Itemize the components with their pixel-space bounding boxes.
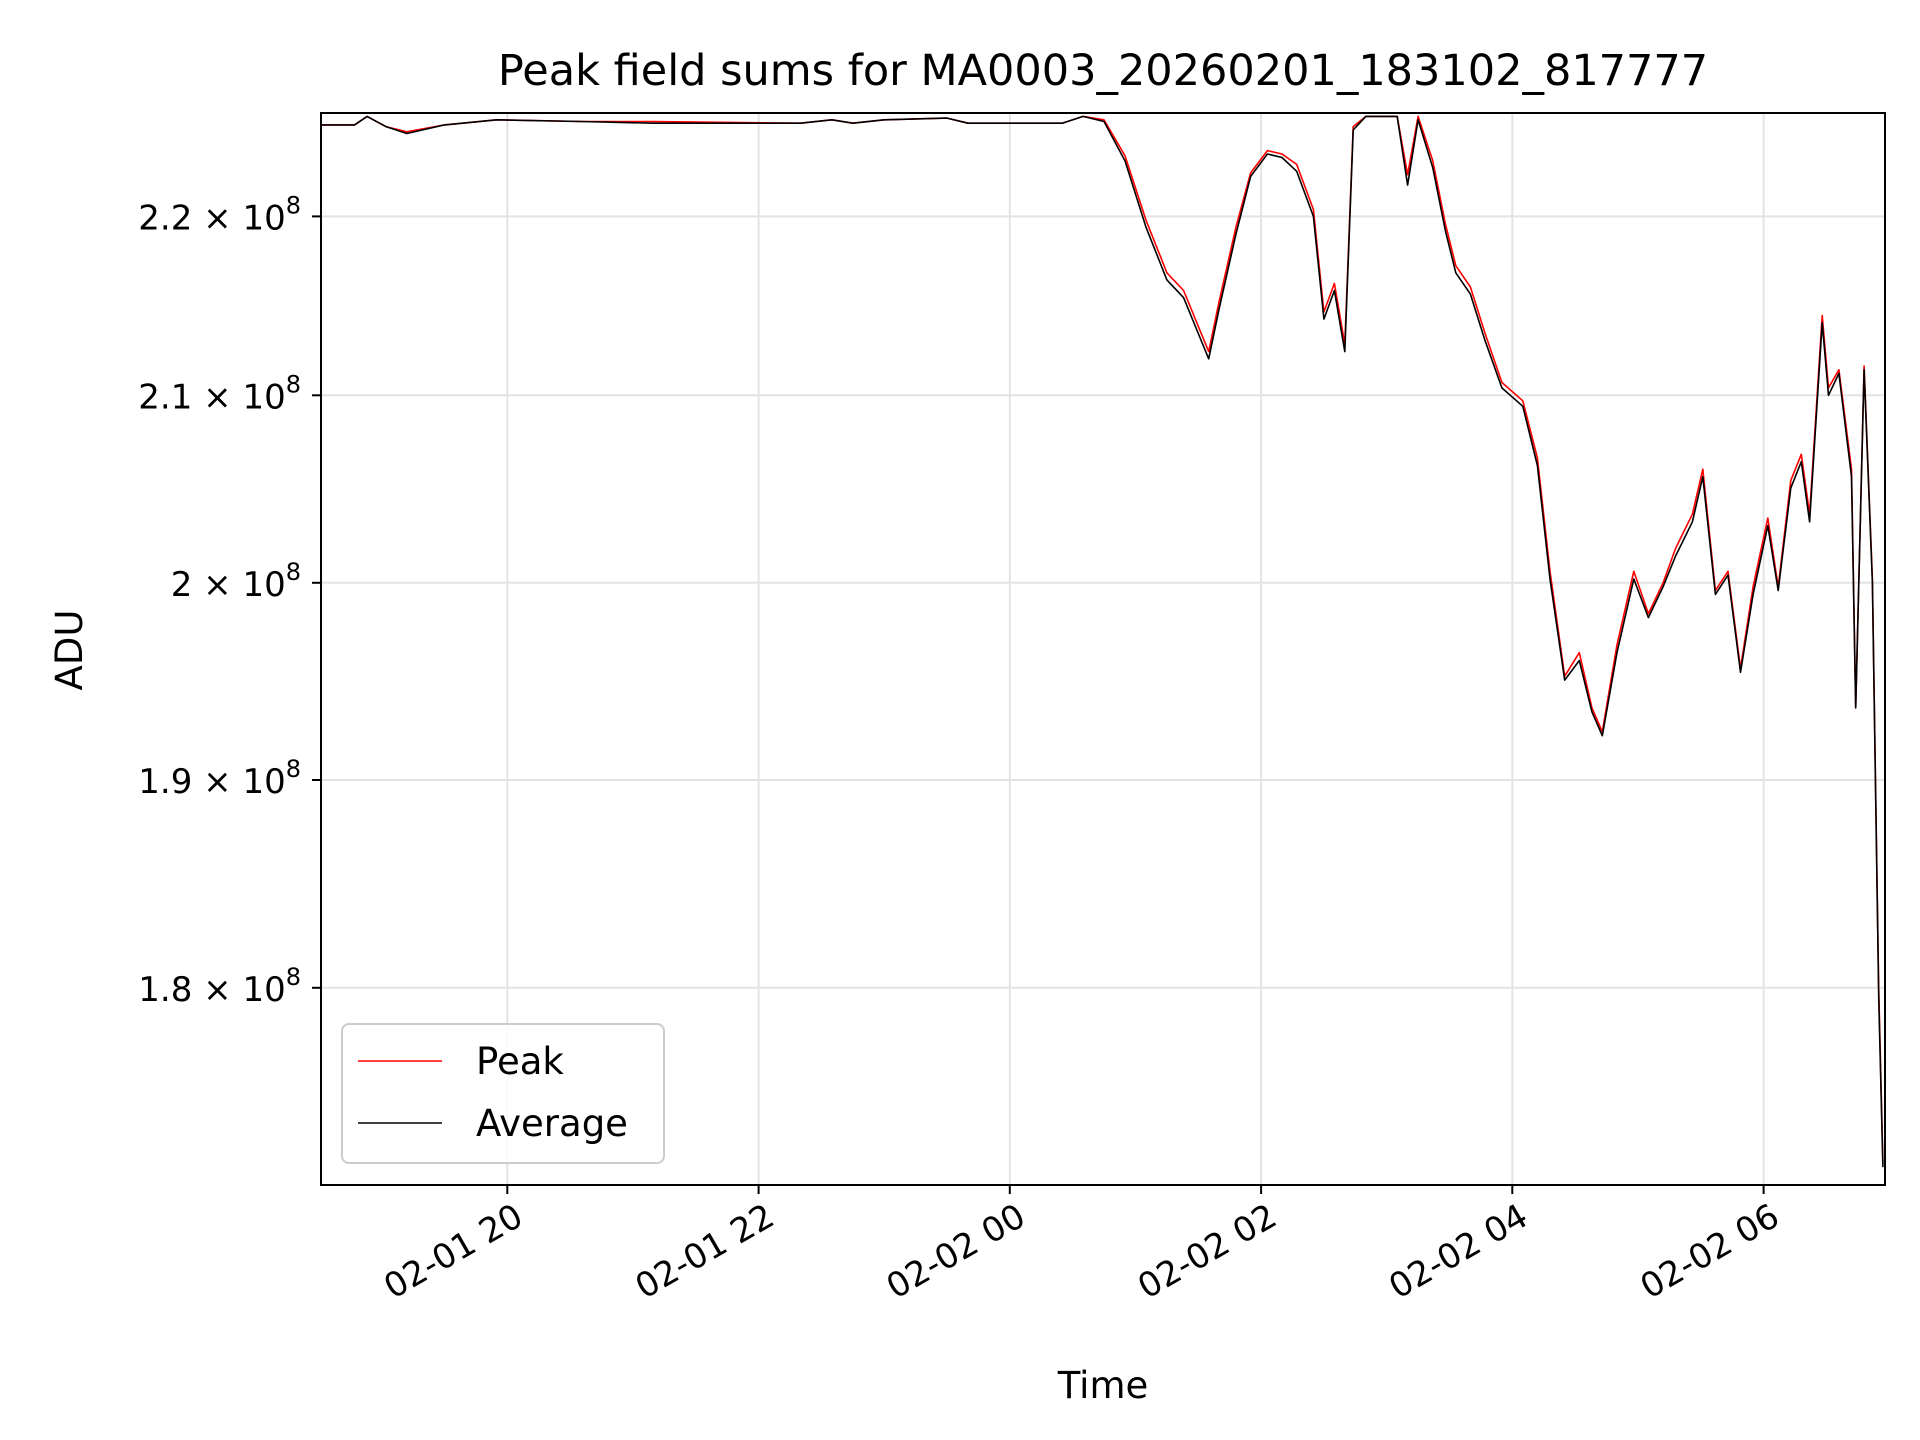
legend-average-label: Average [476,1102,628,1145]
plot-lines [321,115,1884,1168]
grid [321,113,1885,1185]
y-tick-label: 1.9 × 108 [138,755,301,802]
series-line-average [321,115,1884,1168]
y-tick-label: 2.2 × 108 [138,191,301,238]
axes-frame [320,112,1886,1186]
legend-box [341,1023,665,1164]
y-tick-label: 1.8 × 108 [138,963,301,1010]
x-axis-label: Time [1057,1364,1149,1407]
y-axis-label: ADU [48,610,91,691]
y-tick-label: 2 × 108 [171,558,301,605]
y-tick-label: 2.1 × 108 [138,370,301,417]
chart-title: Peak field sums for MA0003_20260201_1831… [498,46,1708,96]
legend: Peak Average [341,1023,665,1164]
y-axis-ticks: 1.8 × 108 1.9 × 108 2 × 108 2.1 × 108 2.2 × … [138,191,321,1010]
legend-peak-label: Peak [476,1040,564,1083]
